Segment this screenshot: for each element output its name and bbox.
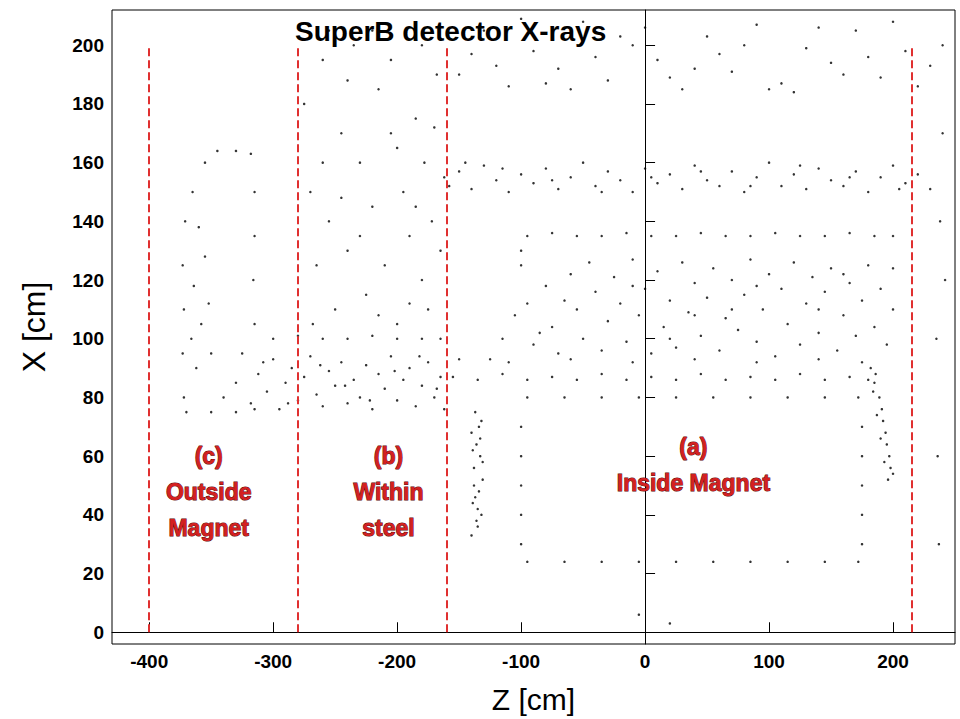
svg-text:(a): (a)	[679, 434, 707, 460]
svg-text:140: 140	[72, 211, 104, 232]
svg-text:X [cm]: X [cm]	[16, 282, 52, 373]
svg-text:Within: Within	[353, 479, 423, 505]
svg-text:60: 60	[83, 446, 104, 467]
svg-text:80: 80	[83, 387, 104, 408]
svg-text:200: 200	[877, 651, 909, 672]
svg-text:-100: -100	[502, 651, 540, 672]
svg-text:200: 200	[72, 35, 104, 56]
svg-text:-300: -300	[254, 651, 292, 672]
svg-text:20: 20	[83, 563, 104, 584]
svg-text:0: 0	[640, 651, 651, 672]
svg-text:steel: steel	[362, 515, 414, 541]
svg-text:(c): (c)	[195, 443, 223, 469]
svg-text:(b): (b)	[374, 443, 403, 469]
svg-text:Z [cm]: Z [cm]	[492, 683, 575, 716]
svg-text:100: 100	[753, 651, 785, 672]
svg-text:Inside Magnet: Inside Magnet	[617, 470, 771, 496]
svg-text:-400: -400	[130, 651, 168, 672]
svg-text:160: 160	[72, 152, 104, 173]
svg-text:100: 100	[72, 328, 104, 349]
svg-text:120: 120	[72, 270, 104, 291]
svg-text:40: 40	[83, 504, 104, 525]
svg-text:Magnet: Magnet	[168, 515, 249, 541]
svg-text:-200: -200	[378, 651, 416, 672]
svg-text:180: 180	[72, 93, 104, 114]
svg-text:SuperB detector X-rays: SuperB detector X-rays	[295, 16, 606, 47]
svg-text:0: 0	[93, 622, 104, 643]
svg-text:Outside: Outside	[166, 479, 252, 505]
